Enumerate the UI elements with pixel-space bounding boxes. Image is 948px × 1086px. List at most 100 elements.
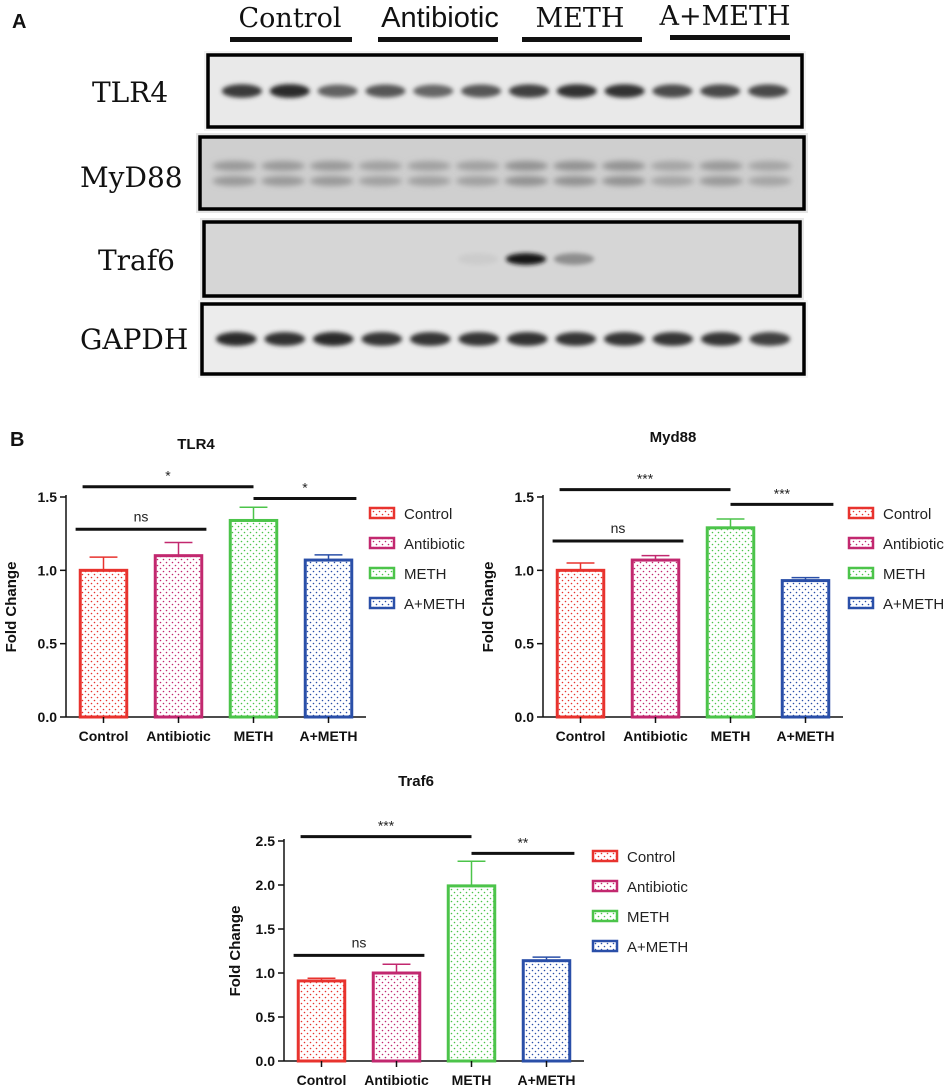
blot-row-gapdh: GAPDH [80, 300, 808, 378]
legend-label-meth: METH [404, 566, 447, 583]
y-tick-label: 0.0 [38, 709, 58, 725]
blot-band [508, 84, 550, 98]
y-axis-label: Fold Change [227, 906, 244, 997]
legend-swatch-meth [368, 566, 396, 580]
blot-band [264, 332, 306, 346]
blot-band [261, 176, 305, 186]
legend-label-antibiotic: Antibiotic [883, 536, 944, 553]
y-tick-label: 1.0 [38, 562, 58, 578]
chart-title: Traf6 [398, 773, 434, 790]
blot-row-myd88: MyD88 [80, 133, 808, 213]
legend-label-control: Control [404, 506, 452, 523]
significance-label: ns [134, 508, 149, 524]
legend-swatch-antibiotic [847, 536, 875, 550]
y-tick-label: 2.0 [256, 877, 276, 893]
y-tick-label: 1.0 [515, 562, 535, 578]
blot-band [212, 161, 257, 171]
blot-rows: TLR4 MyD88 Traf6 GAPDH [80, 51, 808, 378]
blot-label-tlr4: TLR4 [92, 76, 168, 109]
significance-label: *** [637, 471, 654, 487]
y-tick-label: 0.0 [515, 709, 535, 725]
blot-band [650, 161, 695, 171]
bar-antibiotic [153, 554, 204, 719]
blot-band [749, 332, 791, 346]
blot-band [460, 84, 502, 98]
blot-band [215, 332, 257, 346]
blot-band [747, 176, 792, 186]
blot-row-tlr4: TLR4 [92, 51, 806, 131]
legend-swatch-control [847, 506, 875, 520]
blot-band [358, 176, 403, 186]
x-tick-label-meth: METH [234, 728, 274, 744]
blot-band [407, 176, 451, 186]
blot-group-bar-control [230, 37, 352, 42]
bar-antibiotic [630, 558, 681, 719]
x-tick-label-control: Control [79, 728, 129, 744]
x-tick-label-meth: METH [711, 728, 751, 744]
blot-band [309, 176, 354, 186]
y-tick-label: 0.5 [38, 636, 58, 652]
chart-title: TLR4 [177, 436, 215, 453]
panel-a-western-blot: A Control Antibiotic METH A+METH TLR4 MyD… [12, 1, 808, 378]
blot-band [601, 161, 646, 171]
blot-band [458, 332, 500, 346]
blot-group-bar-antibiotic [378, 37, 498, 42]
blot-frame-myd88 [198, 135, 806, 211]
blot-band [652, 84, 693, 98]
chart-myd88: Myd88 Fold Change 0.0 0.5 1.0 1.5 Control Antib… [480, 429, 944, 744]
y-tick-label: 1.5 [38, 489, 58, 505]
legend-swatch-meth [591, 909, 619, 923]
legend-swatch-a-meth [847, 596, 875, 610]
blot-band [407, 161, 451, 171]
blot-band [504, 161, 549, 171]
blot-band [652, 332, 694, 346]
significance-label: *** [378, 818, 395, 834]
blot-band [309, 161, 354, 171]
legend-label-a-meth: A+METH [883, 596, 944, 613]
blot-label-myd88: MyD88 [80, 161, 183, 194]
blot-band [212, 176, 257, 186]
blot-band [504, 176, 549, 186]
chart-tlr4: TLR4 Fold Change 0.0 0.5 1.0 1.5 Control Antibi… [3, 436, 465, 744]
y-tick-label: 1.0 [256, 965, 276, 981]
legend-label-control: Control [627, 849, 675, 866]
bar-a-meth [521, 959, 572, 1063]
bar-a-meth [303, 558, 354, 719]
legend-label-a-meth: A+METH [404, 596, 465, 613]
panel-b-letter: B [10, 429, 24, 451]
x-tick-label-antibiotic: Antibiotic [146, 728, 211, 744]
y-tick-label: 0.5 [256, 1009, 276, 1025]
blot-band [555, 332, 597, 346]
x-tick-label-a-meth: A+METH [777, 728, 835, 744]
legend-swatch-antibiotic [591, 879, 619, 893]
blot-band [365, 84, 406, 98]
y-axis-label: Fold Change [480, 562, 497, 653]
legend-swatch-control [368, 506, 396, 520]
chart-title: Myd88 [650, 429, 697, 446]
blot-band [604, 84, 645, 98]
blot-band [699, 161, 743, 171]
blot-band [603, 332, 645, 346]
bar-antibiotic [371, 971, 422, 1063]
x-tick-label-antibiotic: Antibiotic [623, 728, 688, 744]
blot-band [553, 161, 597, 171]
x-tick-label-antibiotic: Antibiotic [364, 1072, 429, 1086]
significance-label: ns [611, 520, 626, 536]
blot-group-label-antibiotic: Antibiotic [381, 2, 499, 34]
blot-band [413, 84, 454, 98]
blot-band [361, 332, 403, 346]
y-tick-label: 1.5 [515, 489, 535, 505]
blot-band [556, 84, 597, 98]
blot-group-bar-meth [522, 37, 642, 42]
chart-traf6: Traf6 Fold Change 0.0 0.5 1.0 1.5 2.0 2.5 Contro… [227, 773, 688, 1086]
blot-group-label-control: Control [239, 3, 342, 34]
blot-band [409, 332, 451, 346]
blot-group-bar-a-meth [670, 35, 790, 40]
blot-band [747, 84, 789, 98]
blot-band [269, 84, 310, 98]
blot-band [553, 176, 597, 186]
blot-band [506, 332, 548, 346]
bar-meth [705, 526, 756, 719]
significance-label: ** [517, 834, 528, 850]
x-tick-label-meth: METH [452, 1072, 492, 1086]
